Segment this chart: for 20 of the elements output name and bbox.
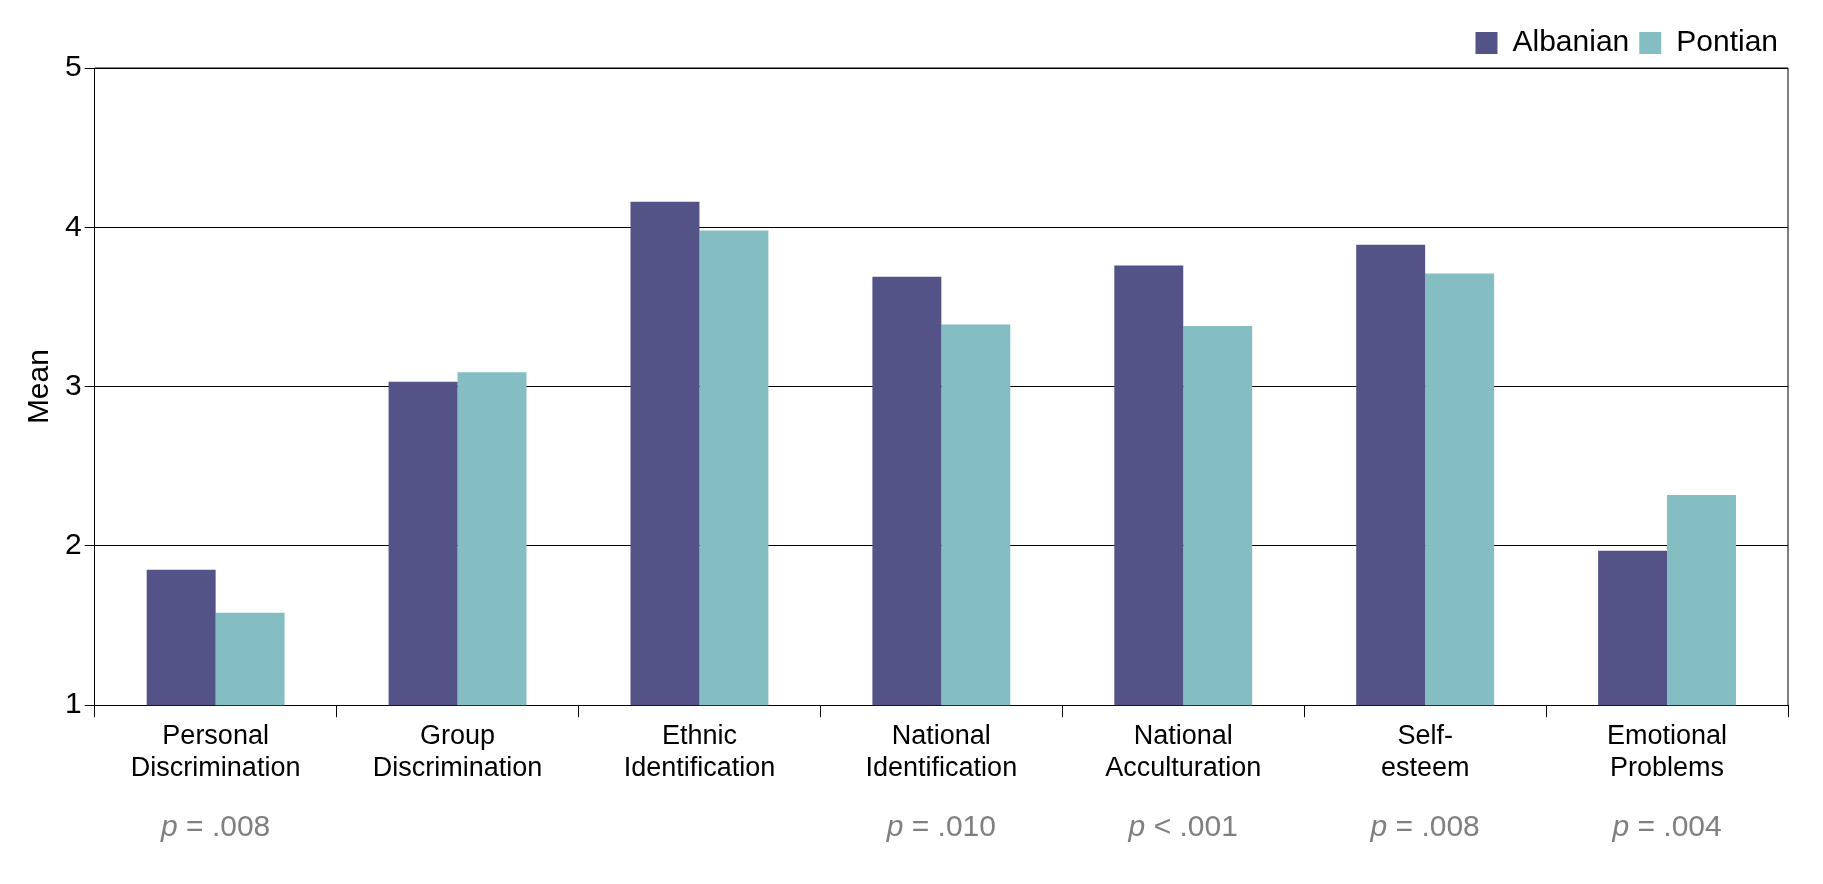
x-tick-label: National Acculturation bbox=[1105, 719, 1262, 783]
y-tick-label: 3 bbox=[65, 367, 82, 401]
y-tick-label: 2 bbox=[65, 527, 82, 561]
x-tick-label: Self-esteem bbox=[1380, 719, 1470, 783]
annotation: p = .004 bbox=[1611, 809, 1722, 843]
annotation: p = .010 bbox=[885, 809, 996, 843]
y-tick-label: 4 bbox=[65, 208, 82, 242]
legend-label: Pontian bbox=[1676, 24, 1778, 58]
x-tick-label: Group Discrimination bbox=[372, 719, 543, 783]
legend-label: Albanian bbox=[1512, 24, 1630, 58]
x-tick-label: Emotional Problems bbox=[1607, 719, 1728, 783]
x-tick-label: National Identification bbox=[865, 719, 1018, 783]
annotation: p = .008 bbox=[1369, 809, 1480, 843]
y-tick-label: 1 bbox=[65, 686, 82, 720]
x-tick-label: Ethnic Identification bbox=[623, 719, 776, 783]
annotation: p < .001 bbox=[1127, 809, 1238, 843]
x-tick-label: Personal Discrimination bbox=[130, 719, 301, 783]
annotation: p = .008 bbox=[160, 809, 271, 843]
y-tick-label: 5 bbox=[65, 49, 82, 83]
y-axis-title: Mean bbox=[21, 349, 55, 425]
